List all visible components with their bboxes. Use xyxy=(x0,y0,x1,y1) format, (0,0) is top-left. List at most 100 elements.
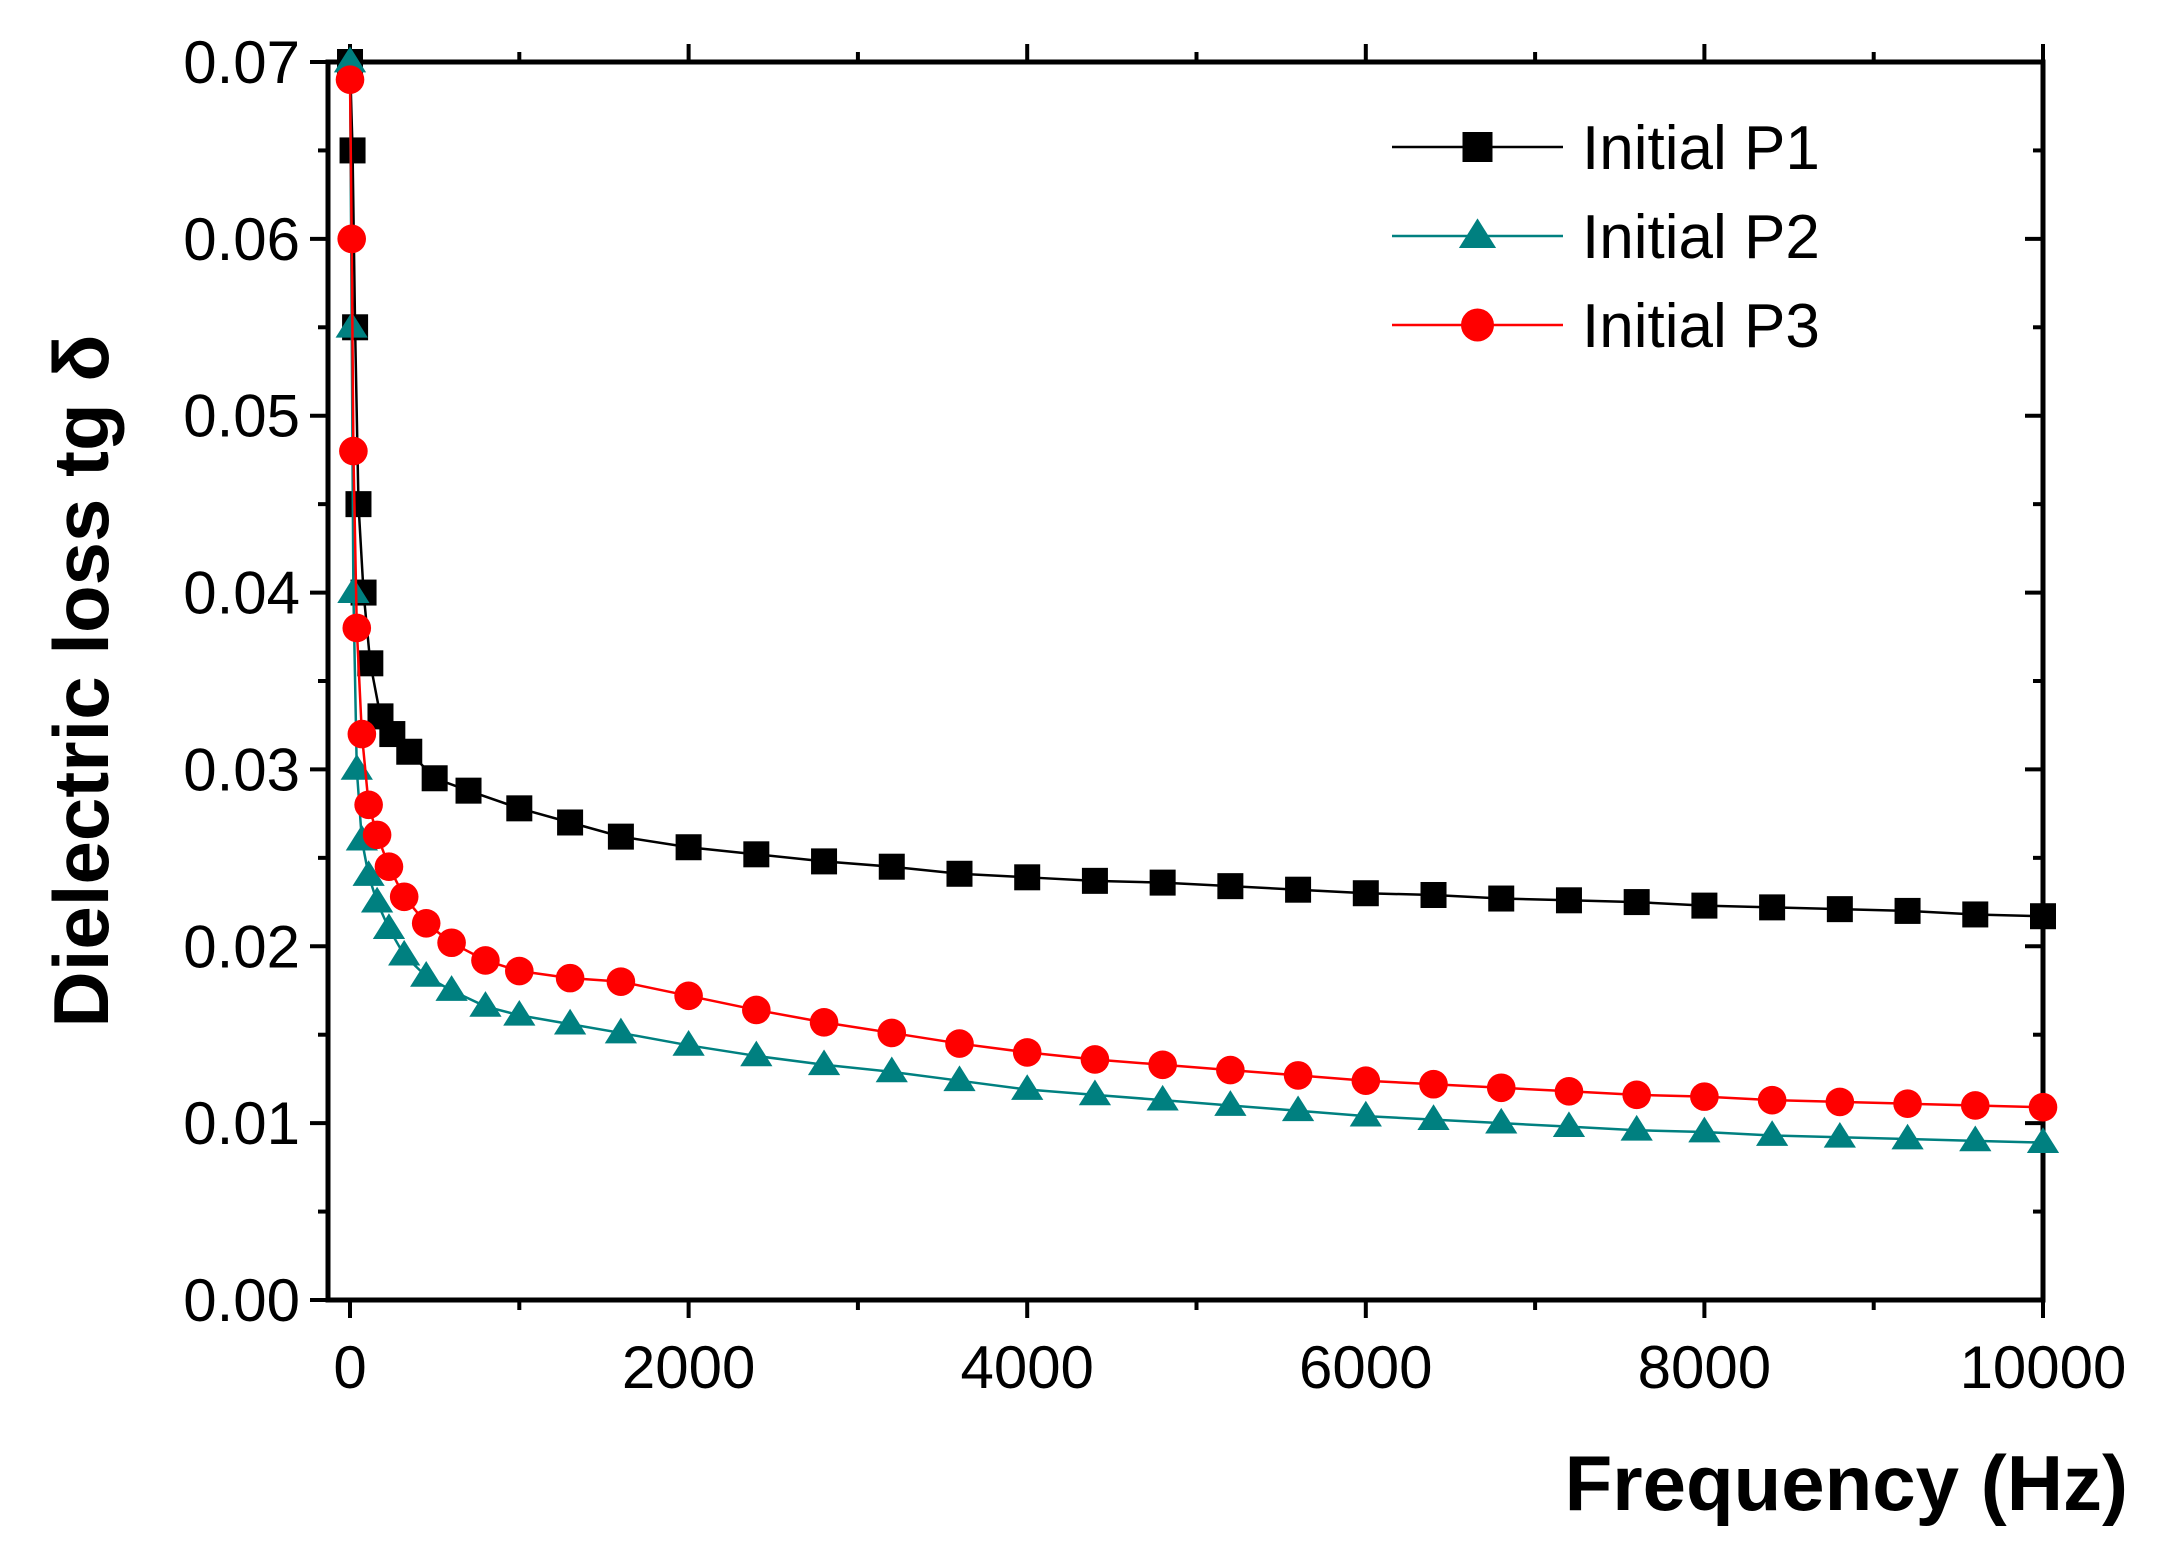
series-1-point xyxy=(345,491,372,518)
series-2-point xyxy=(1011,1074,1044,1100)
series-3-point xyxy=(606,967,636,996)
legend-label: Initial P2 xyxy=(1582,203,1820,272)
series-2-point xyxy=(1620,1114,1653,1141)
series-3-point xyxy=(1960,1091,1990,1120)
series-3-point xyxy=(945,1029,974,1058)
x-tick-label: 8000 xyxy=(1638,1334,1771,1401)
x-tick-label: 0 xyxy=(333,1334,366,1401)
series-2-point xyxy=(435,975,468,1001)
series-1-point xyxy=(2030,903,2056,930)
series-3-point xyxy=(335,65,365,94)
series-2-point xyxy=(1417,1104,1450,1130)
y-tick-label: 0.07 xyxy=(183,29,300,96)
legend-item: Initial P3 xyxy=(1392,292,1820,361)
series-1-point xyxy=(557,809,584,836)
series-2-point xyxy=(1959,1125,1992,1152)
series-3-point xyxy=(1351,1066,1381,1095)
series-3-point xyxy=(1216,1055,1245,1085)
series-3-point xyxy=(374,852,404,881)
x-tick-label: 2000 xyxy=(622,1334,755,1401)
series-2-point xyxy=(1146,1084,1179,1111)
series-2-point xyxy=(372,913,406,939)
series-1-point xyxy=(946,860,973,887)
series-3-point xyxy=(339,436,368,466)
series-1-point xyxy=(1826,896,1853,923)
series-1-point xyxy=(396,738,423,765)
series-2-point xyxy=(1552,1111,1586,1138)
y-tick-label: 0.06 xyxy=(183,206,300,273)
series-1-point xyxy=(1420,881,1447,908)
series-1-point xyxy=(1691,892,1718,919)
series-2-point xyxy=(1891,1123,1924,1150)
series-3-point xyxy=(1690,1082,1719,1111)
series-1-point xyxy=(675,834,702,861)
series-2-point xyxy=(410,961,443,987)
series-3-point xyxy=(1554,1077,1584,1106)
series-2-point xyxy=(352,860,385,886)
series-3-point xyxy=(1419,1069,1448,1099)
series-1-point xyxy=(811,848,838,875)
series-3-point xyxy=(389,882,419,912)
series-2-point xyxy=(1485,1107,1518,1134)
series-2-point xyxy=(604,1017,638,1044)
series-1-point xyxy=(1217,873,1244,900)
series-1-point xyxy=(1962,901,1989,928)
series-3-point xyxy=(555,963,585,993)
y-tick-label: 0.02 xyxy=(183,913,300,980)
series-2-point xyxy=(1688,1116,1721,1143)
series-2-point xyxy=(672,1030,705,1056)
series-3-point xyxy=(471,946,500,975)
x-tick-label: 4000 xyxy=(960,1334,1093,1401)
series-2-point xyxy=(333,46,367,73)
series-1-point xyxy=(878,853,905,880)
series-3-point xyxy=(437,928,466,958)
series-1-point xyxy=(1894,897,1921,924)
x-axis-title: Frequency (Hz) xyxy=(1565,1439,2128,1527)
legend-marker xyxy=(1461,308,1494,342)
series-2-point xyxy=(340,754,373,780)
series-1-point xyxy=(1149,869,1176,896)
series-3-point xyxy=(877,1018,907,1048)
series-3-point xyxy=(809,1008,839,1037)
legend-item: Initial P1 xyxy=(1392,114,1820,183)
y-tick-label: 0.05 xyxy=(183,383,300,450)
series-1-point xyxy=(607,823,634,850)
legend-label: Initial P3 xyxy=(1582,292,1820,361)
series-2-point xyxy=(2026,1127,2060,1153)
y-axis-title: Dielectric loss tg δ xyxy=(37,334,125,1027)
series-2-point xyxy=(360,886,394,913)
series-1-point xyxy=(1285,876,1312,903)
series-2-point xyxy=(1823,1121,1856,1148)
series-2-point xyxy=(1214,1090,1247,1116)
series-1-point xyxy=(1352,880,1379,907)
series-2-point xyxy=(1281,1095,1315,1122)
series-1-point xyxy=(1555,887,1582,914)
series-1-point xyxy=(1623,889,1650,916)
series-1-line xyxy=(348,61,2044,918)
legend-label: Initial P1 xyxy=(1582,114,1820,183)
series-2-point xyxy=(875,1056,908,1083)
legend: Initial P1 Initial P2 Initial P3 xyxy=(1392,114,1820,361)
y-tick-label: 0.04 xyxy=(183,560,300,627)
series-3-point xyxy=(342,613,372,643)
series-3-point xyxy=(674,981,703,1011)
series-3-point xyxy=(742,995,771,1025)
series-3-point xyxy=(1757,1085,1787,1115)
series-2-point xyxy=(1349,1100,1382,1127)
series-2-point xyxy=(337,577,370,603)
series-3-point xyxy=(347,719,377,749)
series-1-point xyxy=(339,137,366,164)
series-3-point xyxy=(1893,1089,1922,1118)
series-2-point xyxy=(740,1040,773,1067)
series-3-point xyxy=(1012,1038,1042,1067)
series-3-point xyxy=(1486,1073,1516,1103)
y-tick-label: 0.03 xyxy=(183,736,300,803)
series-2-point xyxy=(943,1065,976,1092)
series-2-point xyxy=(388,939,421,966)
series-2-point xyxy=(503,999,536,1026)
series-2-point xyxy=(1078,1079,1112,1106)
series-3-point xyxy=(1283,1061,1313,1090)
x-tick-label: 10000 xyxy=(1960,1334,2127,1401)
series-3-point xyxy=(337,224,367,254)
